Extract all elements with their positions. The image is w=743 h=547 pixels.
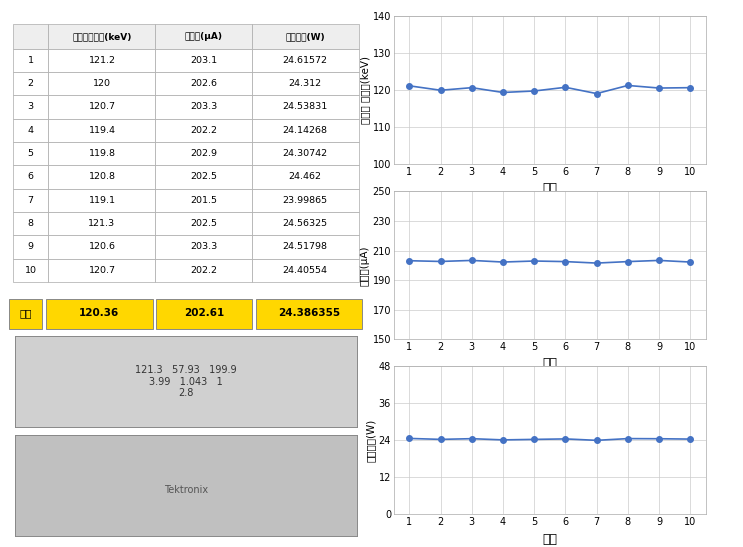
Y-axis label: 최대출력(W): 최대출력(W) xyxy=(366,418,376,462)
FancyBboxPatch shape xyxy=(156,299,252,329)
FancyBboxPatch shape xyxy=(256,299,363,329)
Text: 120.36: 120.36 xyxy=(80,309,120,318)
Y-axis label: 관전류(μA): 관전류(μA) xyxy=(360,245,369,286)
Text: 121.3   57.93   199.9
3.99   1.043   1
2.8: 121.3 57.93 199.9 3.99 1.043 1 2.8 xyxy=(135,365,236,398)
X-axis label: 회수: 회수 xyxy=(542,183,557,195)
FancyBboxPatch shape xyxy=(9,299,42,329)
X-axis label: 회수: 회수 xyxy=(542,533,557,545)
Text: 평균: 평균 xyxy=(19,309,32,318)
Text: Tektronix: Tektronix xyxy=(163,486,208,496)
Y-axis label: 액스선 에너지(keV): 액스선 에너지(keV) xyxy=(360,56,370,124)
X-axis label: 회수: 회수 xyxy=(542,358,557,370)
Text: 24.386355: 24.386355 xyxy=(278,309,340,318)
FancyBboxPatch shape xyxy=(46,299,153,329)
Text: 202.61: 202.61 xyxy=(184,309,224,318)
